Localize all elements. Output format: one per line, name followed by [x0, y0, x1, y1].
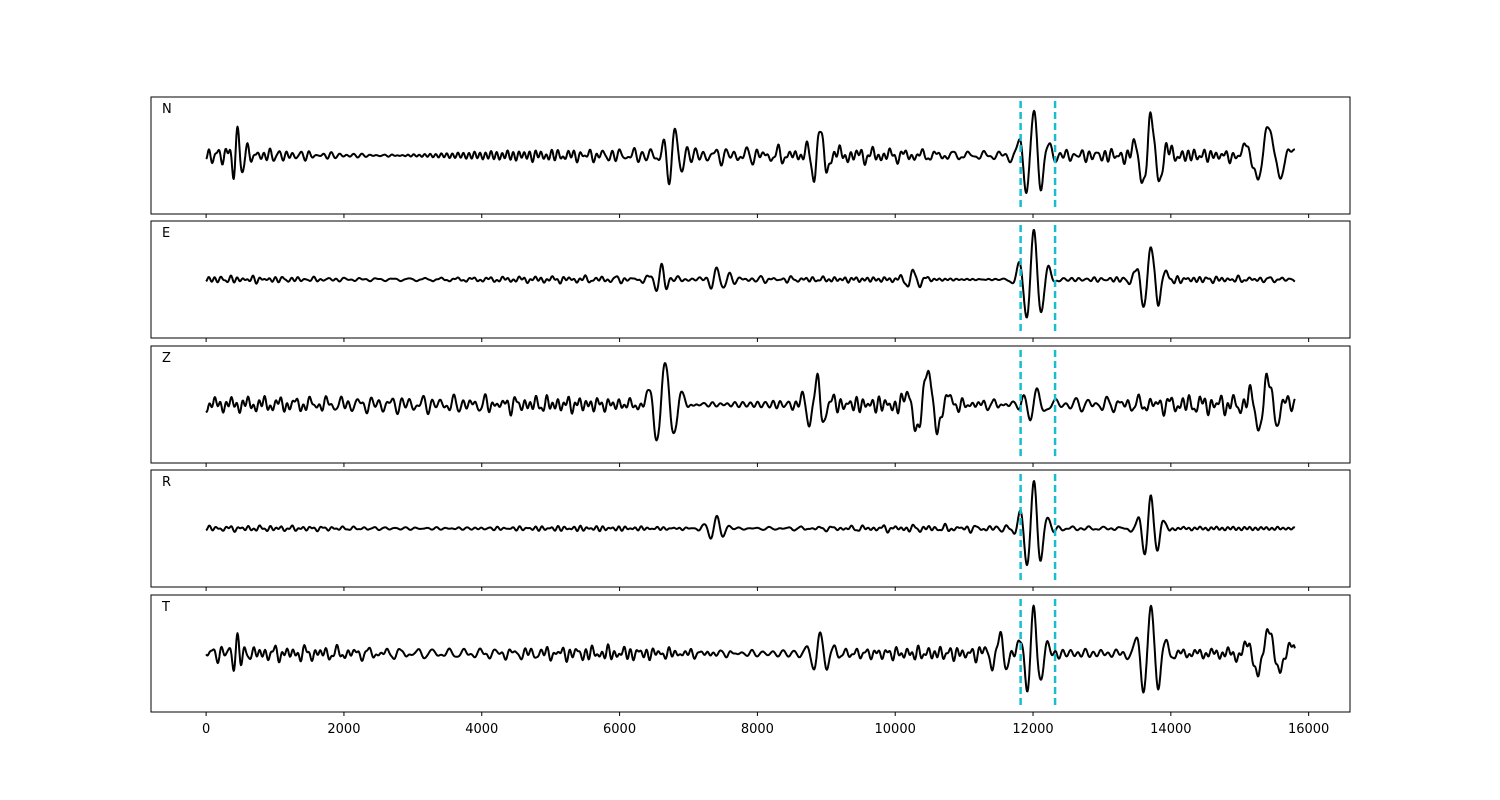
panel-E: E	[150, 220, 1351, 342]
x-tick-label: 2000	[327, 722, 360, 737]
trace-N	[205, 109, 1296, 194]
trace-T	[205, 604, 1296, 694]
panel-label: E	[162, 226, 170, 241]
x-axis: 0 2000 4000 6000 8000 10000 12000 14000 16000	[202, 722, 1329, 737]
panel-label: R	[162, 475, 171, 490]
panel-label: Z	[162, 351, 171, 366]
x-tick-label: 8000	[741, 722, 774, 737]
panel-label: T	[161, 600, 170, 615]
panel-frame	[150, 220, 1351, 339]
panel-frame	[150, 96, 1351, 215]
panel-T: T	[150, 594, 1351, 716]
trace-R	[205, 480, 1296, 567]
panel-frame	[150, 469, 1351, 588]
trace-Z	[205, 362, 1296, 442]
x-tick-label: 16000	[1288, 722, 1329, 737]
panel-N: N	[150, 96, 1351, 218]
panel-frame	[150, 594, 1351, 713]
panels-group: N E Z R T	[150, 96, 1351, 716]
trace-E	[205, 229, 1296, 319]
x-tick-label: 12000	[1012, 722, 1053, 737]
x-tick-label: 6000	[603, 722, 636, 737]
x-tick-label: 14000	[1150, 722, 1191, 737]
panel-label: N	[162, 102, 172, 117]
x-tick-label: 0	[202, 722, 210, 737]
panel-frame	[150, 345, 1351, 464]
panel-Z: Z	[150, 345, 1351, 467]
x-tick-label: 10000	[875, 722, 916, 737]
x-tick-label: 4000	[465, 722, 498, 737]
panel-R: R	[150, 469, 1351, 591]
